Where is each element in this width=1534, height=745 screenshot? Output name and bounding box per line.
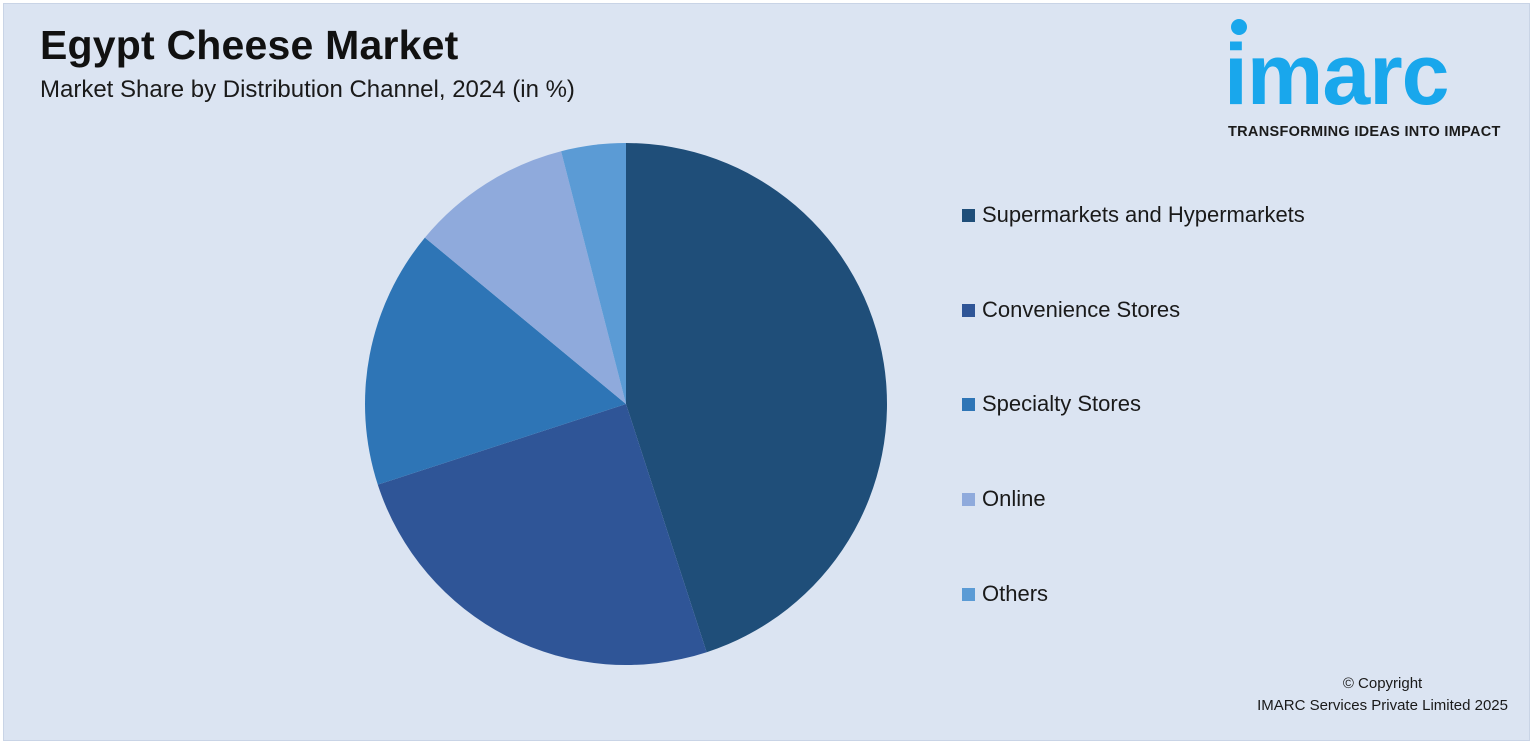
legend-item: Specialty Stores [962, 389, 1382, 419]
legend-label: Specialty Stores [982, 391, 1141, 416]
legend-swatch [962, 587, 975, 601]
copyright-company: IMARC Services Private Limited 2025 [1257, 697, 1508, 714]
logo-tagline: TRANSFORMING IDEAS INTO IMPACT [1228, 124, 1501, 140]
copyright-notice: © Copyright IMARC Services Private Limit… [1257, 673, 1508, 717]
logo-dot-icon [1231, 19, 1247, 35]
pie-slice-convenience-stores [377, 404, 707, 666]
legend-item: Online [962, 484, 1382, 514]
legend-item: Supermarkets and Hypermarkets [962, 200, 1382, 230]
legend-swatch [962, 492, 975, 506]
pie-slice-specialty-stores [365, 237, 626, 485]
legend-label: Convenience Stores [982, 297, 1181, 322]
legend-label: Others [982, 581, 1049, 606]
logo-wordmark: imarc [1224, 27, 1449, 123]
legend-swatch [962, 208, 975, 222]
legend-label: Online [982, 486, 1046, 511]
legend-item: Others [962, 579, 1382, 609]
pie-slice-supermarkets-and-hypermarkets [626, 143, 888, 653]
page-title: Egypt Cheese Market [40, 22, 459, 68]
chart-subtitle: Market Share by Distribution Channel, 20… [40, 76, 575, 103]
pie-slice-online [424, 151, 626, 404]
pie-chart [365, 143, 888, 666]
legend-swatch [962, 397, 975, 411]
imarc-logo: imarc TRANSFORMING IDEAS INTO IMPACT [1222, 14, 1522, 144]
pie-slice-others [561, 143, 626, 404]
copyright-line: © Copyright [1342, 675, 1423, 692]
legend-label: Supermarkets and Hypermarkets [982, 202, 1305, 227]
legend-item: Convenience Stores [962, 295, 1382, 325]
legend-swatch [962, 303, 975, 317]
